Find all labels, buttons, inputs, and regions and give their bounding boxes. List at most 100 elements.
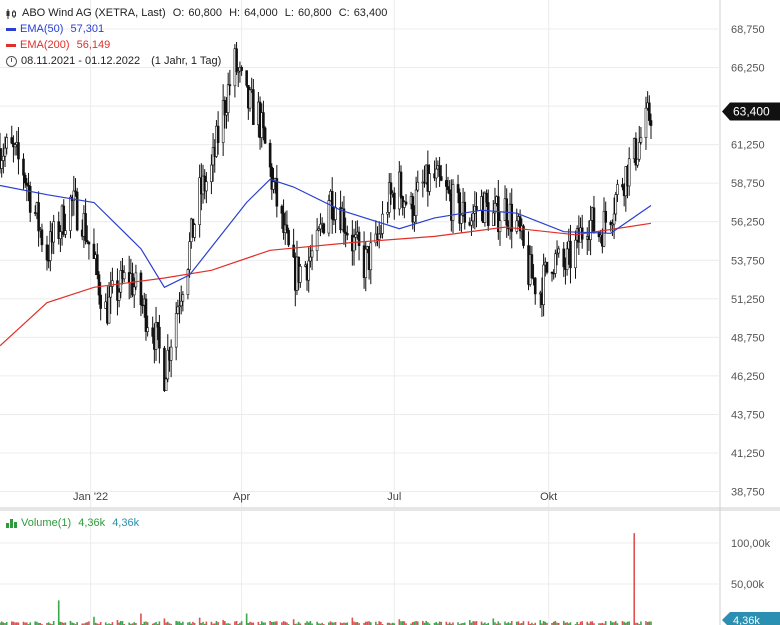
volume-bar[interactable]: [505, 623, 508, 625]
volume-bar[interactable]: [198, 617, 201, 625]
volume-bar[interactable]: [509, 623, 511, 625]
volume-bar[interactable]: [297, 621, 300, 625]
volume-bar[interactable]: [130, 623, 132, 625]
volume-bar[interactable]: [521, 623, 523, 625]
candle-body[interactable]: [574, 239, 577, 269]
candle-body[interactable]: [107, 296, 111, 324]
volume-bar[interactable]: [294, 623, 297, 625]
candle-body[interactable]: [92, 243, 96, 259]
candle-body[interactable]: [221, 100, 225, 143]
volume-bar[interactable]: [316, 621, 318, 625]
volume-bar[interactable]: [234, 621, 236, 625]
volume-bar[interactable]: [557, 622, 560, 625]
volume-bar[interactable]: [178, 621, 181, 625]
volume-bar[interactable]: [541, 623, 543, 625]
volume-bar[interactable]: [274, 621, 276, 625]
volume-bar[interactable]: [504, 621, 506, 625]
volume-bar[interactable]: [413, 621, 416, 625]
candle-body[interactable]: [97, 274, 101, 296]
candle-body[interactable]: [364, 248, 368, 278]
volume-bar[interactable]: [309, 620, 312, 625]
volume-bar[interactable]: [153, 622, 156, 625]
volume-bar[interactable]: [269, 620, 271, 625]
candle-body[interactable]: [0, 160, 3, 169]
volume-bar[interactable]: [5, 621, 8, 625]
volume-bar[interactable]: [522, 621, 525, 625]
volume-bar[interactable]: [229, 623, 231, 625]
volume-bar[interactable]: [440, 621, 443, 625]
candle-body[interactable]: [483, 192, 487, 223]
volume-bar[interactable]: [177, 621, 179, 625]
candle-body[interactable]: [205, 181, 208, 192]
candle-body[interactable]: [188, 241, 191, 270]
candle-body[interactable]: [439, 176, 443, 181]
ema200-legend[interactable]: EMA(200) 56,149: [6, 37, 114, 53]
candle-body[interactable]: [292, 244, 295, 258]
candle-body[interactable]: [69, 196, 72, 231]
volume-bar[interactable]: [292, 619, 295, 625]
volume-bar[interactable]: [212, 623, 214, 625]
volume-bar[interactable]: [588, 623, 590, 625]
candle-body[interactable]: [164, 378, 168, 391]
candle-body[interactable]: [22, 158, 25, 176]
volume-bar[interactable]: [98, 623, 100, 625]
volume-bar[interactable]: [52, 621, 55, 625]
candle-body[interactable]: [285, 224, 289, 231]
candle-body[interactable]: [416, 181, 420, 191]
volume-bar[interactable]: [245, 613, 248, 625]
candle-body[interactable]: [13, 144, 17, 148]
volume-bar[interactable]: [410, 623, 412, 625]
candle-body[interactable]: [17, 142, 20, 160]
volume-bar[interactable]: [448, 622, 451, 625]
volume-bar[interactable]: [614, 621, 617, 625]
candle-body[interactable]: [235, 48, 238, 73]
candle-body[interactable]: [411, 196, 415, 223]
volume-bar[interactable]: [96, 623, 99, 625]
volume-bar[interactable]: [603, 623, 605, 625]
volume-bar[interactable]: [81, 623, 84, 625]
candle-body[interactable]: [434, 168, 438, 179]
candle-body[interactable]: [445, 180, 448, 187]
volume-bar[interactable]: [200, 622, 203, 625]
candle-body[interactable]: [377, 233, 381, 240]
candle-body[interactable]: [491, 212, 495, 226]
candle-body[interactable]: [369, 242, 373, 271]
volume-bar[interactable]: [515, 621, 518, 625]
volume-bar[interactable]: [304, 622, 307, 625]
volume-bar[interactable]: [445, 621, 448, 625]
volume-bar[interactable]: [46, 622, 48, 625]
volume-bar[interactable]: [57, 600, 60, 625]
candle-body[interactable]: [287, 230, 290, 246]
volume-bar[interactable]: [356, 621, 359, 625]
candle-body[interactable]: [438, 165, 441, 177]
candle-body[interactable]: [609, 222, 613, 226]
volume-bar[interactable]: [170, 623, 172, 625]
volume-bar[interactable]: [623, 621, 625, 625]
volume-bar[interactable]: [579, 621, 582, 625]
candle-body[interactable]: [174, 313, 178, 348]
volume-bar[interactable]: [564, 622, 567, 625]
volume-bar[interactable]: [492, 618, 495, 625]
candle-body[interactable]: [562, 248, 566, 268]
volume-bar[interactable]: [480, 621, 483, 625]
volume-bar[interactable]: [10, 621, 13, 625]
candle-body[interactable]: [109, 286, 113, 298]
candle-body[interactable]: [223, 100, 227, 116]
volume-bar[interactable]: [188, 621, 191, 625]
volume-bar[interactable]: [344, 622, 347, 625]
candle-body[interactable]: [399, 171, 403, 197]
candle-body[interactable]: [186, 269, 190, 295]
candle-body[interactable]: [166, 349, 170, 380]
candle-body[interactable]: [119, 270, 123, 293]
volume-bar[interactable]: [484, 622, 486, 625]
candle-body[interactable]: [569, 240, 572, 269]
volume-bar[interactable]: [12, 621, 15, 625]
candle-body[interactable]: [634, 138, 638, 166]
candle-body[interactable]: [637, 142, 641, 160]
candle-body[interactable]: [448, 189, 451, 195]
volume-bar[interactable]: [217, 622, 219, 625]
volume-bar[interactable]: [22, 621, 25, 625]
volume-bar[interactable]: [346, 622, 349, 625]
volume-bar[interactable]: [398, 619, 401, 625]
candle-body[interactable]: [37, 202, 40, 232]
